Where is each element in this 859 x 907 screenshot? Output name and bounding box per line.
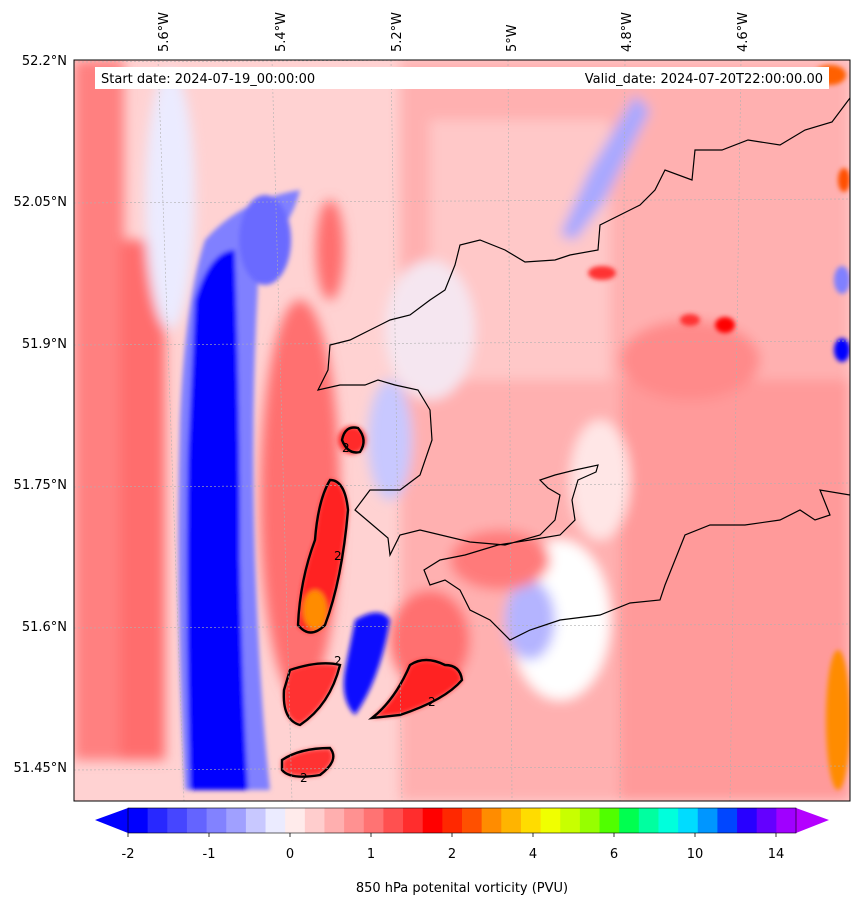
colorbar-cell (226, 808, 247, 833)
colorbar-cell (265, 808, 286, 833)
valid-date-label: Valid_date: 2024-07-20T22:00:00.00 (585, 72, 823, 87)
colorbar-cell (422, 808, 443, 833)
pv-field (74, 60, 850, 801)
colorbar-over-triangle (796, 808, 829, 833)
colorbar-cell (481, 808, 502, 833)
lat-label: 51.6°N (22, 620, 67, 635)
colorbar-cell (520, 808, 542, 833)
colorbar-tick-label: 4 (529, 847, 537, 862)
lat-label: 52.05°N (14, 195, 67, 210)
colorbar-cell (304, 808, 326, 833)
lon-label: 5°W (505, 24, 520, 52)
colorbar-cell (383, 808, 404, 833)
colorbar-title: 850 hPa potenital vorticity (PVU) (356, 881, 568, 896)
colorbar-cell (560, 808, 581, 833)
colorbar-frame (127, 807, 797, 834)
colorbar-cell (579, 808, 601, 833)
longitude-labels: 5.6°W 5.4°W 5.2°W 5°W 4.8°W 4.6°W (157, 12, 751, 52)
lat-label: 51.45°N (14, 761, 67, 776)
colorbar-tick-label: -1 (203, 847, 216, 862)
colorbar-tick-labels: -2 -1 0 1 2 4 6 10 14 (122, 847, 785, 862)
colorbar-cell (717, 808, 738, 833)
contour-label: 2 (334, 654, 342, 668)
colorbar-cell (697, 808, 719, 833)
graticule (74, 60, 850, 801)
colorbar-cell (776, 808, 797, 833)
colorbar-cell (363, 808, 385, 833)
lat-label: 51.9°N (22, 337, 67, 352)
colorbar-cell (540, 808, 561, 833)
colorbar-under-triangle (95, 808, 128, 833)
lon-label: 4.6°W (736, 12, 751, 52)
start-date-label: Start date: 2024-07-19_00:00:00 (101, 72, 315, 87)
colorbar-tick-label: 1 (367, 847, 375, 862)
colorbar-cell (658, 808, 679, 833)
colorbar-cell (462, 808, 483, 833)
colorbar-cell (186, 808, 208, 833)
colorbar-cell (678, 808, 699, 833)
header-box (95, 67, 829, 89)
colorbar-cell (403, 808, 424, 833)
map-panel: 2 2 2 2 2 Start date: 2024-07-19_ (74, 60, 850, 801)
colorbar-tick-label: 6 (610, 847, 618, 862)
pv-maxima (282, 65, 850, 790)
contour-label: 2 (342, 441, 350, 455)
colorbar-ticks (127, 833, 777, 837)
contour-labels: 2 2 2 2 2 (300, 441, 436, 785)
colorbar-tick-label: 0 (286, 847, 294, 862)
contour-label: 2 (334, 549, 342, 563)
colorbar-cell (442, 808, 463, 833)
lat-label: 52.2°N (22, 54, 67, 69)
contour-label: 2 (300, 771, 308, 785)
coastline (316, 97, 850, 641)
lat-label: 51.75°N (14, 478, 67, 493)
colorbar-cell (206, 808, 227, 833)
colorbar-cell (285, 808, 306, 833)
colorbar-cell (619, 808, 640, 833)
colorbar-tick-label: 14 (768, 847, 785, 862)
lon-label: 5.6°W (157, 12, 172, 52)
lon-label: 5.2°W (390, 12, 405, 52)
colorbar-cells (128, 808, 797, 833)
colorbar-cell (344, 808, 365, 833)
colorbar-cell (167, 808, 188, 833)
lon-label: 4.8°W (620, 12, 635, 52)
colorbar-cell (128, 808, 149, 833)
colorbar-tick-label: -2 (122, 847, 135, 862)
colorbar-cell (147, 808, 168, 833)
lon-label: 5.4°W (274, 12, 289, 52)
colorbar-tick-label: 10 (687, 847, 704, 862)
colorbar-cell (737, 808, 758, 833)
map-frame (73, 59, 851, 802)
colorbar-cell (245, 808, 267, 833)
latitude-labels: 52.2°N 52.05°N 51.9°N 51.75°N 51.6°N 51.… (14, 54, 67, 776)
blue-trough (178, 190, 390, 790)
colorbar-cell (638, 808, 660, 833)
colorbar-cell (324, 808, 345, 833)
pv-2-contours (280, 426, 464, 778)
colorbar-tick-label: 2 (448, 847, 456, 862)
colorbar-cell (599, 808, 620, 833)
colorbar: -2 -1 0 1 2 4 6 10 14 850 hPa potenital … (95, 807, 829, 896)
colorbar-cell (501, 808, 522, 833)
contour-label: 2 (428, 695, 436, 709)
colorbar-cell (756, 808, 777, 833)
